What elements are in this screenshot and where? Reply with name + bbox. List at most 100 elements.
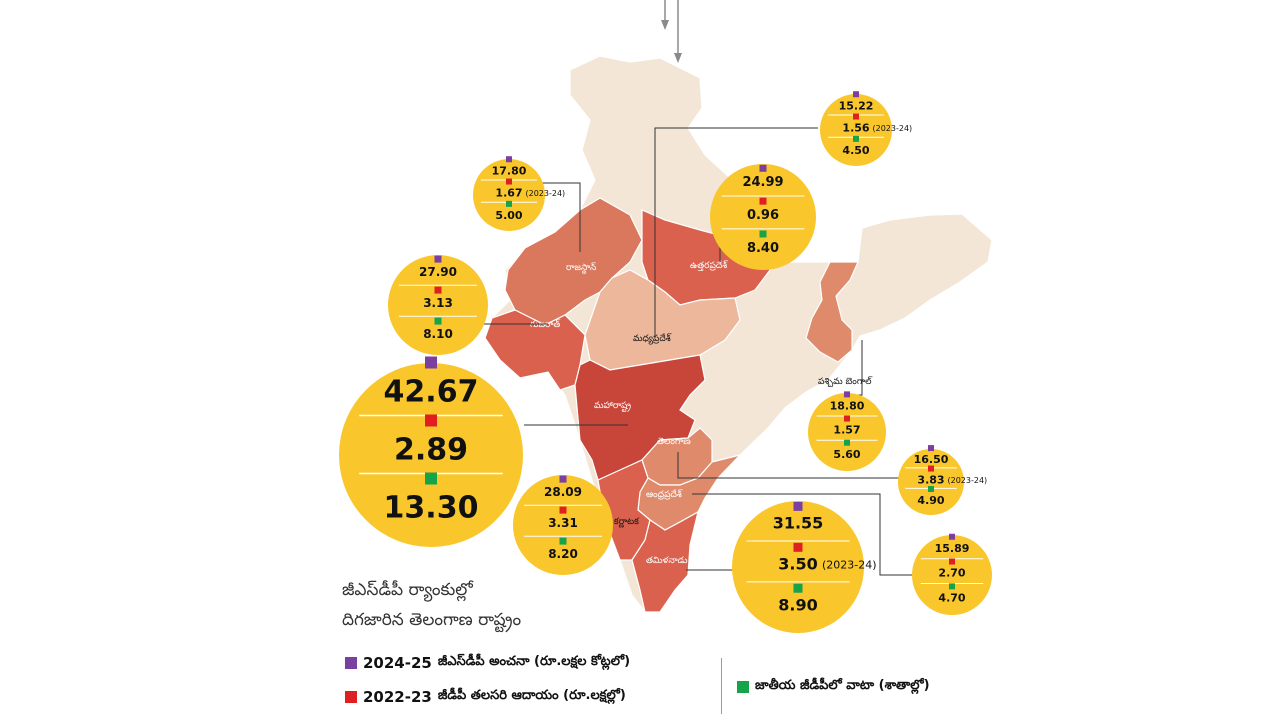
bubble-circle — [912, 535, 992, 615]
share-value: 5.00 — [495, 209, 522, 222]
bubble-8: 15.89 2.70 4.70 — [912, 533, 992, 615]
bubble-circle — [820, 94, 892, 166]
share-marker — [434, 317, 442, 325]
per-capita-value: 2.89 — [394, 433, 468, 468]
gsdp-value: 42.67 — [384, 375, 479, 410]
per-capita-marker — [759, 197, 767, 205]
share-value: 8.40 — [747, 241, 779, 256]
map-label-telangana: తెలంగాణ — [657, 437, 691, 447]
per-capita-note: (2023-24) — [873, 124, 913, 133]
per-capita-note: (2023-24) — [822, 559, 877, 572]
map-label-maharashtra: మహారాష్ట్ర — [594, 401, 631, 412]
leader-mp — [654, 127, 818, 338]
share-marker — [853, 135, 859, 142]
map-label-tamilnadu: తమిళనాడు — [646, 556, 687, 566]
state-bubbles: 42.67 2.89 13.30 31.55 3.50 (2023-24) 8.90 28.0… — [339, 91, 992, 633]
gsdp-marker — [506, 156, 512, 163]
legend-gsdp-year: 2024-25 — [363, 654, 432, 672]
title-line-2: దిగజారిన తెలంగాణ రాష్ట్రం — [342, 610, 522, 630]
legend-share: జాతీయ జీడీపీలో వాటా (శాతాల్లో) — [737, 678, 930, 696]
legend-gsdp: 2024-25 జీఎస్‌డీపీ అంచనా (రూ.లక్షల కోట్ల… — [345, 654, 630, 672]
bubble-circle — [732, 501, 864, 633]
bubble-2: 28.09 3.31 8.20 — [513, 475, 613, 575]
gsdp-marker — [928, 445, 934, 452]
share-value: 4.70 — [938, 591, 965, 604]
per-capita-value: 1.57 — [833, 424, 860, 437]
share-marker — [506, 200, 512, 207]
per-capita-value: 0.96 — [747, 208, 779, 223]
top-arrows — [661, 0, 682, 63]
gsdp-value: 15.22 — [839, 99, 874, 112]
share-marker — [425, 472, 437, 485]
share-marker — [844, 439, 850, 446]
map-label-westbengal: పశ్చిమ బెంగాల్ — [818, 376, 873, 388]
per-capita-marker — [506, 178, 512, 185]
legend-purple-square — [345, 657, 357, 669]
gsdp-value: 17.80 — [492, 164, 527, 177]
share-value: 5.60 — [833, 448, 860, 461]
gsdp-value: 28.09 — [544, 485, 582, 499]
per-capita-value: 2.70 — [938, 567, 965, 580]
map-label-karnataka: కర్ణాటక — [614, 517, 640, 528]
gsdp-value: 16.50 — [914, 453, 949, 466]
bubble-4: 24.99 0.96 8.40 — [710, 164, 816, 270]
share-marker — [559, 537, 567, 545]
leader-telangana — [677, 452, 905, 479]
per-capita-value: 1.56 — [842, 122, 869, 135]
map-label-up: ఉత్తరప్రదేశ్ — [690, 260, 728, 271]
per-capita-value: 3.50 — [778, 554, 817, 573]
gsdp-value: 18.80 — [830, 399, 865, 412]
per-capita-marker — [928, 465, 934, 472]
bubble-circle — [473, 159, 545, 231]
per-capita-marker — [559, 506, 567, 514]
per-capita-marker — [434, 286, 442, 294]
legend-green-square — [737, 681, 749, 693]
legend-percapita: 2022-23 జీడీపీ తలసరి ఆదాయం (రూ.లక్షల్లో) — [345, 688, 626, 706]
per-capita-note: (2023-24) — [526, 189, 566, 198]
per-capita-value: 3.83 — [917, 474, 944, 487]
gsdp-marker — [949, 533, 955, 540]
legend: 2024-25 జీఎస్‌డీపీ అంచనా (రూ.లక్షల కోట్ల… — [345, 648, 1025, 720]
bubble-9: 15.22 1.56 (2023-24) 4.50 — [820, 91, 912, 166]
share-marker — [928, 486, 934, 493]
share-marker — [793, 583, 803, 593]
bubble-6: 17.80 1.67 (2023-24) 5.00 — [473, 156, 565, 231]
gsdp-value: 27.90 — [419, 265, 457, 279]
per-capita-value: 1.67 — [495, 187, 522, 200]
share-value: 8.90 — [778, 595, 817, 614]
bubble-0: 42.67 2.89 13.30 — [339, 356, 523, 547]
share-value: 13.30 — [384, 491, 479, 526]
gsdp-marker — [844, 391, 850, 398]
share-value: 4.90 — [917, 494, 944, 507]
bubble-1: 31.55 3.50 (2023-24) 8.90 — [732, 501, 877, 633]
gsdp-marker — [425, 356, 437, 369]
map-label-ap: ఆంధ్రప్రదేశ్ — [646, 489, 683, 500]
gsdp-marker — [559, 475, 567, 483]
bubble-circle — [388, 255, 488, 355]
share-marker — [759, 230, 767, 238]
gsdp-marker — [853, 91, 859, 98]
legend-percapita-year: 2022-23 — [363, 688, 432, 706]
bubble-circle — [808, 393, 886, 471]
per-capita-marker — [844, 415, 850, 422]
gsdp-marker — [759, 164, 767, 172]
per-capita-value: 3.13 — [423, 296, 453, 310]
share-value: 4.50 — [842, 144, 869, 157]
bubble-circle — [710, 164, 816, 270]
westbengal-region — [805, 261, 859, 363]
tamilnadu-region — [631, 510, 699, 613]
bubble-7: 16.50 3.83 (2023-24) 4.90 — [898, 445, 987, 515]
title-line-1: జీఎస్‌డీపీ ర్యాంకుల్లో — [342, 580, 473, 600]
share-value: 8.20 — [548, 547, 578, 561]
map-label-mp: మధ్యప్రదేశ్ — [633, 333, 672, 345]
per-capita-marker — [949, 558, 955, 565]
per-capita-marker — [793, 542, 803, 552]
per-capita-marker — [853, 113, 859, 120]
leader-rajasthan — [534, 182, 581, 252]
bubble-circle — [513, 475, 613, 575]
bubble-circle — [339, 363, 523, 547]
gsdp-value: 24.99 — [742, 175, 783, 190]
leader-lines — [480, 127, 915, 576]
gsdp-marker — [793, 501, 803, 511]
